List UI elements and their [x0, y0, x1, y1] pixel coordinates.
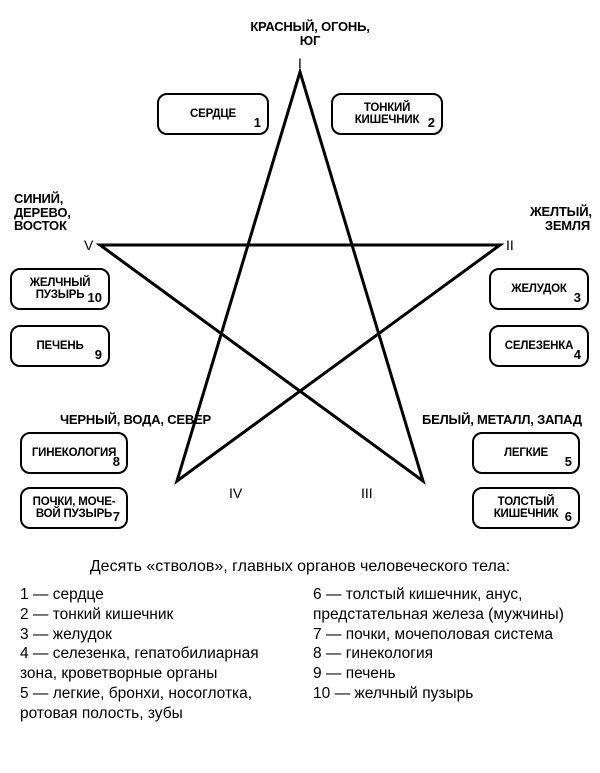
organ-box-number: 5: [565, 454, 572, 469]
legend-item: 6 — толстый кишечник, анус, предстательн…: [313, 585, 580, 625]
legend-item: 10 — желчный пузырь: [313, 684, 580, 704]
roman-III: III: [361, 485, 373, 501]
legend-item: 5 — легкие, бронхи, носоглотка, ротовая …: [20, 684, 287, 724]
legend-columns: 1 — сердце2 — тонкий кишечник3 — желудок…: [20, 585, 580, 724]
organ-box-number: 6: [565, 509, 572, 524]
organ-box: ЖЕЛУДОК 3: [489, 268, 589, 310]
legend-item: 1 — сердце: [20, 585, 287, 605]
organ-box-label: ТОНКИЙ КИШЕЧНИК: [333, 102, 441, 126]
organ-box: ТОЛСТЫЙКИШЕЧНИК6: [472, 487, 580, 529]
organ-box-number: 7: [113, 509, 120, 524]
organ-box-label: ТОЛСТЫЙКИШЕЧНИК: [490, 496, 563, 520]
organ-box-label: СЕЛЕЗЕНКА: [501, 340, 577, 352]
legend-item: 9 — печень: [313, 664, 580, 684]
vertex-label-V: СИНИЙ,ДЕРЕВО,ВОСТОК: [14, 192, 74, 233]
organ-box: ЖЕЛЧНЫЙПУЗЫРЬ10: [10, 268, 110, 310]
vertex-label-II: ЖЕЛТЫЙ,ЗЕМЛЯ: [530, 205, 590, 232]
organ-box-number: 8: [113, 454, 120, 469]
organ-box: ПЕЧЕНЬ 9: [10, 325, 110, 367]
organ-box-number: 2: [428, 115, 435, 130]
legend-item: 8 — гинекология: [313, 644, 580, 664]
organ-box-label: ЛЕГКИЕ: [500, 447, 552, 459]
roman-I: I: [298, 55, 302, 71]
legend-item: 4 — селезенка, гепатобилиарная зона, кро…: [20, 644, 287, 684]
roman-V: V: [84, 237, 93, 253]
organ-box-number: 4: [574, 347, 581, 362]
legend-item: 3 — желудок: [20, 625, 287, 645]
organ-box-number: 1: [254, 115, 261, 130]
legend-column-left: 1 — сердце2 — тонкий кишечник3 — желудок…: [20, 585, 287, 724]
legend-title: Десять «стволов», главных органов челове…: [0, 558, 600, 576]
organ-box-label: ЖЕЛЧНЫЙПУЗЫРЬ: [26, 277, 95, 301]
organ-box: ТОНКИЙ КИШЕЧНИК2: [331, 93, 443, 135]
organ-box-number: 3: [574, 290, 581, 305]
organ-box-number: 10: [88, 290, 102, 305]
vertex-label-IV: ЧЕРНЫЙ, ВОДА, СЕВЕР: [60, 413, 220, 427]
vertex-label-I: КРАСНЫЙ, ОГОНЬ, ЮГ: [240, 20, 380, 47]
organ-box-label: ПОЧКИ, МОЧЕ-ВОЙ ПУЗЫРЬ: [29, 496, 120, 520]
legend-column-right: 6 — толстый кишечник, анус, предстательн…: [313, 585, 580, 724]
roman-II: II: [506, 237, 514, 253]
organ-box-number: 9: [95, 347, 102, 362]
organ-box: СЕЛЕЗЕНКА4: [489, 325, 589, 367]
legend-item: 2 — тонкий кишечник: [20, 605, 287, 625]
organ-box-label: ЖЕЛУДОК: [507, 283, 570, 295]
organ-box: ЛЕГКИЕ 5: [472, 432, 580, 474]
legend-item: 7 — почки, мочеполовая система: [313, 625, 580, 645]
vertex-label-III: БЕЛЫЙ, МЕТАЛЛ, ЗАПАД: [422, 413, 582, 427]
organ-box-label: ПЕЧЕНЬ: [32, 340, 87, 352]
organ-box: СЕРДЦЕ 1: [157, 93, 269, 135]
roman-IV: IV: [229, 485, 242, 501]
organ-box-label: ГИНЕКОЛОГИЯ: [28, 447, 120, 459]
diagram-stage: КРАСНЫЙ, ОГОНЬ, ЮГ ЖЕЛТЫЙ,ЗЕМЛЯ БЕЛЫЙ, М…: [0, 0, 600, 773]
organ-box: ПОЧКИ, МОЧЕ-ВОЙ ПУЗЫРЬ7: [20, 487, 128, 529]
organ-box: ГИНЕКОЛОГИЯ8: [20, 432, 128, 474]
organ-box-label: СЕРДЦЕ: [186, 108, 240, 120]
